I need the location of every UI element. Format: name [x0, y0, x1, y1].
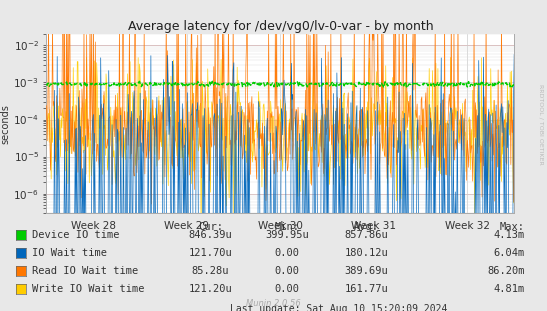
Text: 86.20m: 86.20m [487, 266, 525, 276]
Text: 121.70u: 121.70u [189, 248, 232, 258]
Text: Last update: Sat Aug 10 15:20:09 2024: Last update: Sat Aug 10 15:20:09 2024 [230, 304, 448, 311]
Text: 85.28u: 85.28u [192, 266, 229, 276]
Text: Read IO Wait time: Read IO Wait time [32, 266, 138, 276]
Text: 4.13m: 4.13m [494, 230, 525, 240]
Text: 161.77u: 161.77u [345, 284, 388, 294]
Text: 180.12u: 180.12u [345, 248, 388, 258]
Title: Average latency for /dev/vg0/lv-0-var - by month: Average latency for /dev/vg0/lv-0-var - … [127, 20, 433, 33]
Text: Avg:: Avg: [354, 222, 379, 232]
Text: 0.00: 0.00 [275, 266, 300, 276]
Text: Min:: Min: [275, 222, 300, 232]
Text: Max:: Max: [500, 222, 525, 232]
Text: 6.04m: 6.04m [494, 248, 525, 258]
Text: 4.81m: 4.81m [494, 284, 525, 294]
Text: 846.39u: 846.39u [189, 230, 232, 240]
Text: Device IO time: Device IO time [32, 230, 119, 240]
Text: 389.69u: 389.69u [345, 266, 388, 276]
Text: Cur:: Cur: [198, 222, 223, 232]
Text: Write IO Wait time: Write IO Wait time [32, 284, 144, 294]
Text: 399.95u: 399.95u [265, 230, 309, 240]
Text: 0.00: 0.00 [275, 284, 300, 294]
Text: Munin 2.0.56: Munin 2.0.56 [246, 299, 301, 308]
Text: 857.86u: 857.86u [345, 230, 388, 240]
Text: 0.00: 0.00 [275, 248, 300, 258]
Text: IO Wait time: IO Wait time [32, 248, 107, 258]
Text: 121.20u: 121.20u [189, 284, 232, 294]
Y-axis label: seconds: seconds [1, 104, 10, 144]
Text: RRDTOOL / TOBI OETIKER: RRDTOOL / TOBI OETIKER [538, 84, 543, 165]
